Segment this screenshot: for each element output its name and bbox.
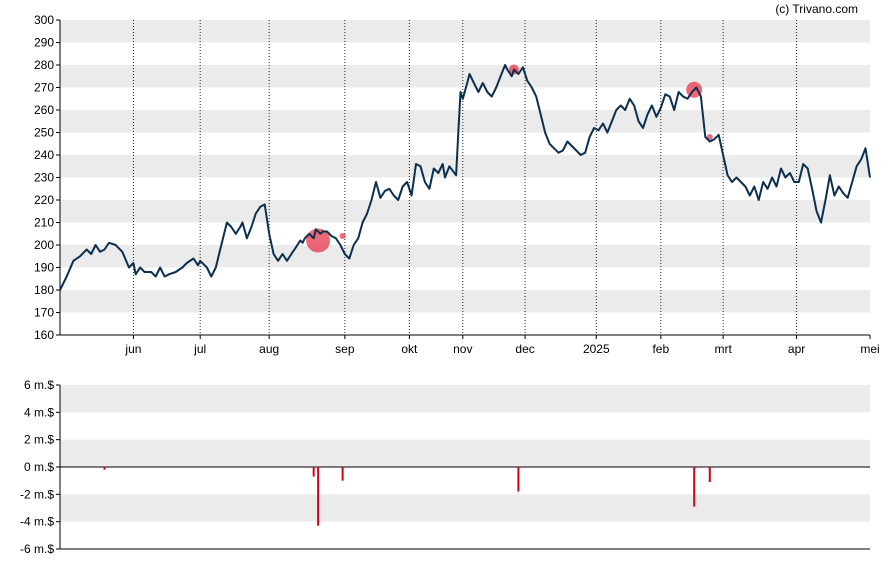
insider-trade-marker <box>706 134 713 140</box>
y-tick-label: -4 m.$ <box>20 515 54 529</box>
y-tick-label: 230 <box>34 171 54 185</box>
x-tick-label: mrt <box>714 342 732 356</box>
y-tick-label: 180 <box>34 283 54 297</box>
y-tick-label: 280 <box>34 58 54 72</box>
y-tick-label: 2 m.$ <box>24 433 54 447</box>
grid-band <box>60 439 870 467</box>
grid-band <box>60 290 870 313</box>
x-tick-label: 2025 <box>583 342 610 356</box>
y-tick-label: 6 m.$ <box>24 378 54 392</box>
grid-band <box>60 245 870 268</box>
price-line <box>59 64 871 291</box>
x-tick-label: nov <box>453 342 472 356</box>
grid-band <box>60 110 870 133</box>
y-tick-label: 290 <box>34 36 54 50</box>
x-tick-label: feb <box>652 342 669 356</box>
x-tick-label: okt <box>401 342 418 356</box>
x-tick-label: mei <box>860 342 879 356</box>
price-chart: 300 290 280 270 260 250 240 230 220 210 200 190 180 1… <box>34 13 880 356</box>
insider-volume-chart: 6 m.$ 4 m.$ 2 m.$ 0 m.$ -2 m.$ -4 m.$ -6 m.$ <box>20 378 870 556</box>
y-tick-label: -6 m.$ <box>20 542 54 556</box>
y-tick-label: 240 <box>34 148 54 162</box>
grid-band <box>60 20 870 43</box>
y-tick-label: 250 <box>34 126 54 140</box>
y-tick-label: 190 <box>34 261 54 275</box>
grid-band <box>60 200 870 223</box>
credit-text: (c) Trivano.com <box>775 2 858 16</box>
y-tick-label: -2 m.$ <box>20 487 54 501</box>
y-tick-label: 160 <box>34 328 54 342</box>
x-tick-label: jun <box>124 342 141 356</box>
y-tick-label: 260 <box>34 103 54 117</box>
y-tick-label: 200 <box>34 238 54 252</box>
grid-band <box>60 494 870 522</box>
insider-trade-marker <box>339 233 346 239</box>
y-tick-label: 210 <box>34 216 54 230</box>
y-tick-label: 4 m.$ <box>24 405 54 419</box>
insider-trade-marker <box>306 228 331 253</box>
x-tick-label: jul <box>193 342 206 356</box>
x-tick-label: sep <box>335 342 355 356</box>
grid-band <box>60 155 870 178</box>
y-tick-label: 270 <box>34 81 54 95</box>
x-tick-label: aug <box>259 342 279 356</box>
y-tick-label: 300 <box>34 13 54 27</box>
y-tick-label: 0 m.$ <box>24 460 54 474</box>
grid-band <box>60 385 870 413</box>
grid-band <box>60 65 870 88</box>
x-tick-label: apr <box>788 342 805 356</box>
y-tick-label: 220 <box>34 193 54 207</box>
x-tick-label: dec <box>515 342 534 356</box>
y-tick-label: 170 <box>34 306 54 320</box>
